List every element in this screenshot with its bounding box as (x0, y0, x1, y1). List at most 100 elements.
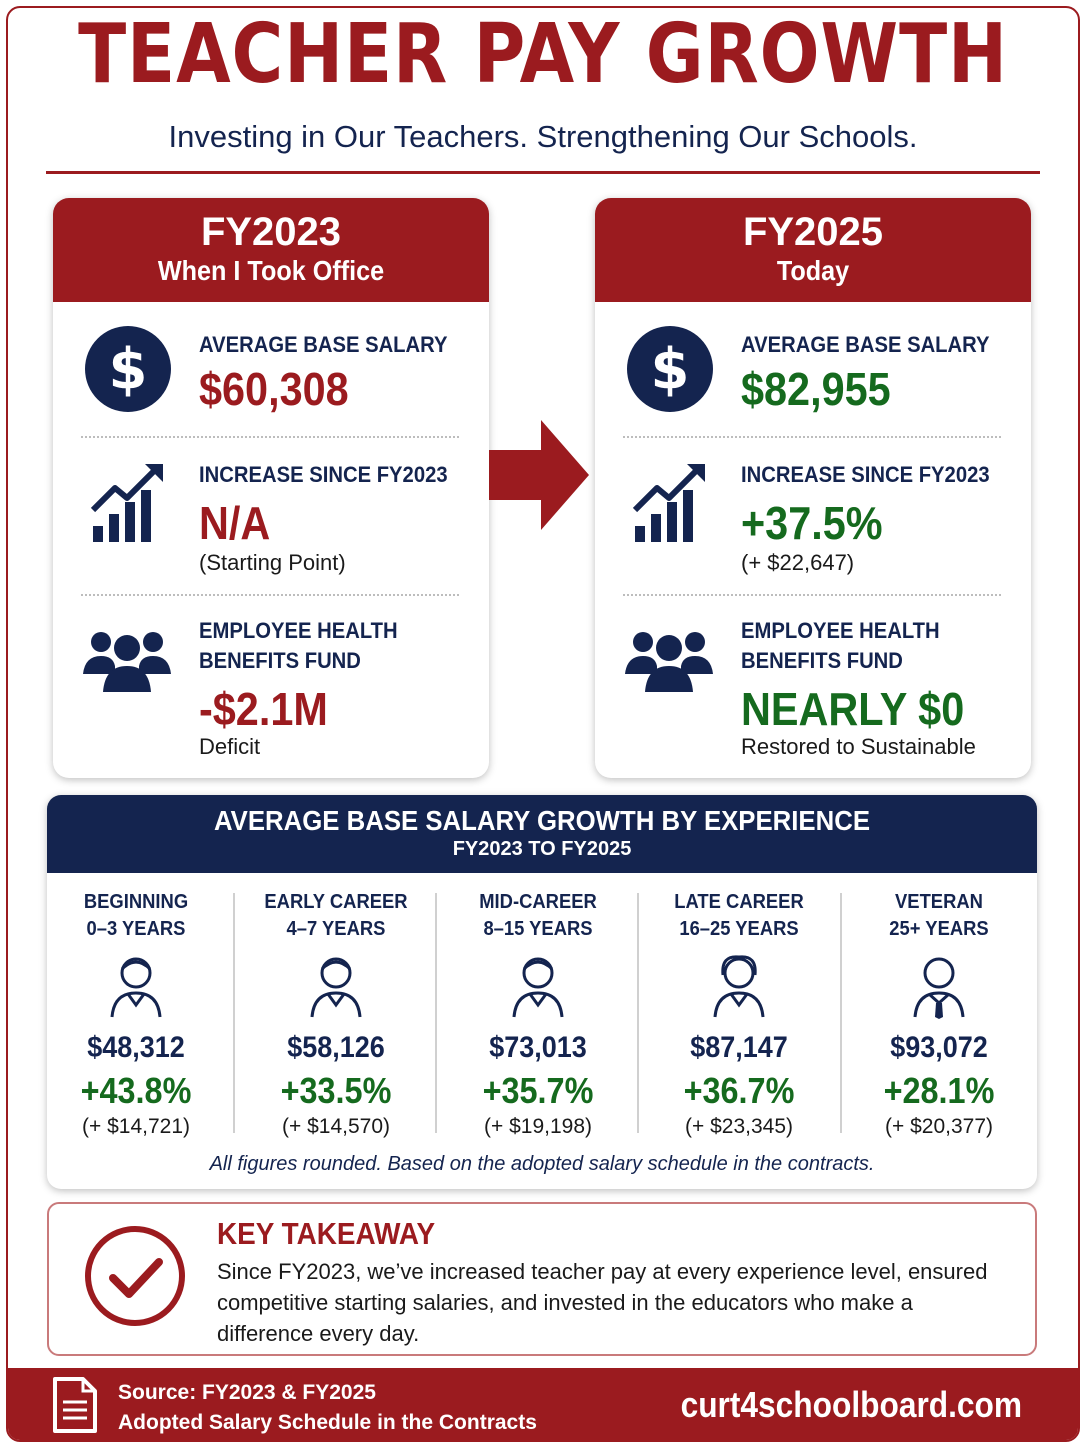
people-group-icon (625, 632, 713, 692)
card-header: FY2023 When I Took Office (53, 198, 489, 302)
column-divider (637, 893, 639, 1133)
experience-column-veteran: VETERAN 25+ YEARS $93,072 +28.1% (+ $20,… (839, 873, 1037, 1161)
experience-column-beginning: BEGINNING 0–3 YEARS $48,312 +43.8% (+ $1… (47, 873, 236, 1161)
column-label: BEGINNING 0–3 YEARS (47, 889, 228, 943)
health-note: Restored to Sustainable (741, 734, 976, 759)
experience-column-late-career: LATE CAREER 16–25 YEARS $87,147 +36.7% (… (639, 873, 839, 1161)
title-divider (46, 171, 1040, 174)
column-divider (233, 893, 235, 1133)
takeaway-title: KEY TAKEAWAY (217, 1216, 436, 1251)
column-label-line-2: 16–25 YEARS (679, 918, 799, 940)
column-salary: $73,013 (489, 1031, 587, 1064)
dollar-icon: $ (85, 326, 171, 412)
checkmark-circle-icon (85, 1226, 185, 1326)
source-line-1: Source: FY2023 & FY2025 (118, 1381, 376, 1404)
experience-title: AVERAGE BASE SALARY GROWTH BY EXPERIENCE (213, 805, 871, 836)
experience-footnote: All figures rounded. Based on the adopte… (209, 1153, 875, 1175)
stat-divider (81, 594, 459, 596)
growth-chart-icon (632, 464, 705, 542)
column-difference: (+ $14,721) (82, 1115, 190, 1139)
person-tie-icon (913, 957, 965, 1019)
column-label-line-1: MID-CAREER (479, 891, 597, 913)
growth-chart-icon (90, 464, 163, 542)
salary-value: $82,955 (741, 363, 891, 415)
health-value: NEARLY $0 (741, 683, 965, 735)
column-label: VETERAN 25+ YEARS (847, 889, 1031, 943)
key-takeaway-box: KEY TAKEAWAY Since FY2023, we’ve increas… (47, 1202, 1037, 1356)
person-icon (512, 957, 564, 1018)
stat-divider (623, 594, 1001, 596)
svg-text:$: $ (651, 337, 690, 402)
page-subtitle: Investing in Our Teachers. Strengthening… (168, 119, 918, 154)
column-percent: +35.7% (482, 1070, 594, 1111)
column-salary: $87,147 (690, 1031, 788, 1064)
salary-value: $60,308 (199, 363, 349, 415)
health-note: Deficit (199, 734, 261, 759)
increase-note: (Starting Point) (199, 550, 346, 575)
column-divider (840, 893, 842, 1133)
person-icon (713, 955, 765, 1018)
document-icon (53, 1377, 97, 1433)
page-title: TEACHER PAY GROWTH (78, 7, 1008, 102)
increase-note: (+ $22,647) (741, 550, 855, 575)
column-label: LATE CAREER 16–25 YEARS (647, 889, 831, 943)
column-label-line-1: LATE CAREER (674, 891, 804, 913)
stat-divider (81, 436, 459, 438)
card-subtitle: Today (776, 255, 850, 286)
column-label-line-2: 25+ YEARS (889, 918, 989, 940)
column-difference: (+ $23,345) (685, 1115, 793, 1139)
people-group-icon (83, 632, 171, 692)
column-label: MID-CAREER 8–15 YEARS (446, 889, 630, 943)
increase-label: INCREASE SINCE FY2023 (199, 462, 448, 487)
person-icon (310, 957, 362, 1018)
increase-value: N/A (199, 497, 271, 549)
card-subtitle: When I Took Office (157, 255, 385, 286)
increase-value: +37.5% (741, 497, 883, 549)
experience-subtitle: FY2023 TO FY2025 (452, 838, 632, 861)
health-label-line-2: BENEFITS FUND (741, 648, 903, 673)
column-difference: (+ $19,198) (484, 1115, 592, 1139)
health-label-line-1: EMPLOYEE HEALTH (741, 618, 940, 643)
person-icon (110, 957, 162, 1018)
stat-divider (623, 436, 1001, 438)
increase-label: INCREASE SINCE FY2023 (741, 462, 990, 487)
salary-label: AVERAGE BASE SALARY (199, 332, 448, 357)
column-label-line-2: 8–15 YEARS (483, 918, 593, 940)
column-difference: (+ $20,377) (885, 1115, 993, 1139)
dollar-icon: $ (627, 326, 713, 412)
source-citation: Source: FY2023 & FY2025 Adopted Salary S… (118, 1378, 537, 1438)
fy2025-card: FY2025 Today $ AVERAGE BASE SALARY $82,9… (595, 198, 1031, 778)
column-salary: $93,072 (890, 1031, 988, 1064)
svg-text:$: $ (109, 337, 148, 402)
health-label-line-2: BENEFITS FUND (199, 648, 361, 673)
column-percent: +33.5% (280, 1070, 392, 1111)
column-label-line-1: BEGINNING (83, 891, 189, 913)
fy2023-card: FY2023 When I Took Office $ AVERAGE BASE… (53, 198, 489, 778)
column-label-line-2: 4–7 YEARS (286, 918, 386, 940)
experience-column-mid-career: MID-CAREER 8–15 YEARS $73,013 +35.7% (+ … (438, 873, 638, 1161)
column-label-line-1: EARLY CAREER (264, 891, 408, 913)
health-label-line-1: EMPLOYEE HEALTH (199, 618, 398, 643)
column-label-line-1: VETERAN (895, 891, 983, 913)
experience-header: AVERAGE BASE SALARY GROWTH BY EXPERIENCE… (47, 795, 1037, 873)
column-difference: (+ $14,570) (282, 1115, 390, 1139)
column-percent: +28.1% (883, 1070, 995, 1111)
card-year: FY2025 (742, 210, 884, 254)
column-divider (435, 893, 437, 1133)
experience-column-early-career: EARLY CAREER 4–7 YEARS $58,126 +33.5% (+… (236, 873, 436, 1161)
card-header: FY2025 Today (595, 198, 1031, 302)
source-line-2: Adopted Salary Schedule in the Contracts (118, 1411, 537, 1434)
salary-label: AVERAGE BASE SALARY (741, 332, 990, 357)
footer-bar: Source: FY2023 & FY2025 Adopted Salary S… (8, 1368, 1078, 1440)
column-salary: $48,312 (87, 1031, 185, 1064)
website-url[interactable]: curt4schoolboard.com (680, 1384, 1022, 1425)
experience-panel: AVERAGE BASE SALARY GROWTH BY EXPERIENCE… (47, 795, 1037, 1189)
health-value: -$2.1M (199, 683, 328, 735)
card-year: FY2023 (200, 210, 342, 254)
column-label-line-2: 0–3 YEARS (86, 918, 186, 940)
right-arrow-icon (489, 420, 589, 530)
column-label: EARLY CAREER 4–7 YEARS (244, 889, 428, 943)
column-salary: $58,126 (287, 1031, 385, 1064)
takeaway-text: Since FY2023, we’ve increased teacher pa… (217, 1259, 988, 1346)
column-percent: +43.8% (80, 1070, 192, 1111)
